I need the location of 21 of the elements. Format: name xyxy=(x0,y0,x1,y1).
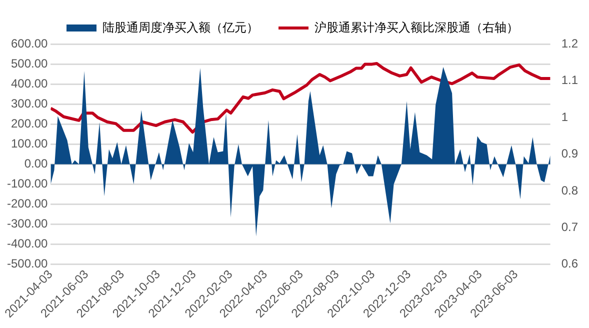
y-tick-label: 500.00 xyxy=(10,56,48,70)
y2-tick-label: 0.7 xyxy=(561,220,578,234)
legend-label: 陆股通周度净买入额（亿元） xyxy=(102,20,258,34)
y-tick-label: 600.00 xyxy=(10,36,48,50)
y2-tick-label: 1 xyxy=(561,110,568,124)
y-tick-label: -100.00 xyxy=(6,176,48,191)
y2-tick-label: 0.6 xyxy=(561,256,578,271)
y2-tick-label: 0.9 xyxy=(561,146,578,161)
y2-tick-label: 1.1 xyxy=(561,73,578,88)
y2-tick-label: 1.2 xyxy=(561,36,578,50)
y-tick-label: -500.00 xyxy=(6,256,48,271)
y-tick-label: 200.00 xyxy=(10,116,48,130)
y2-tick-label: 0.8 xyxy=(561,183,578,198)
y-tick-label: -300.00 xyxy=(6,216,48,231)
y-tick-label: 0.00 xyxy=(24,156,48,171)
y-tick-label: -200.00 xyxy=(6,196,48,211)
y-tick-label: 300.00 xyxy=(10,96,48,110)
y-tick-label: 100.00 xyxy=(10,136,48,150)
legend-label: 沪股通累计净买入额比深股通（右轴） xyxy=(314,20,518,34)
y-tick-label: -400.00 xyxy=(6,236,48,251)
y-tick-label: 400.00 xyxy=(10,76,48,90)
